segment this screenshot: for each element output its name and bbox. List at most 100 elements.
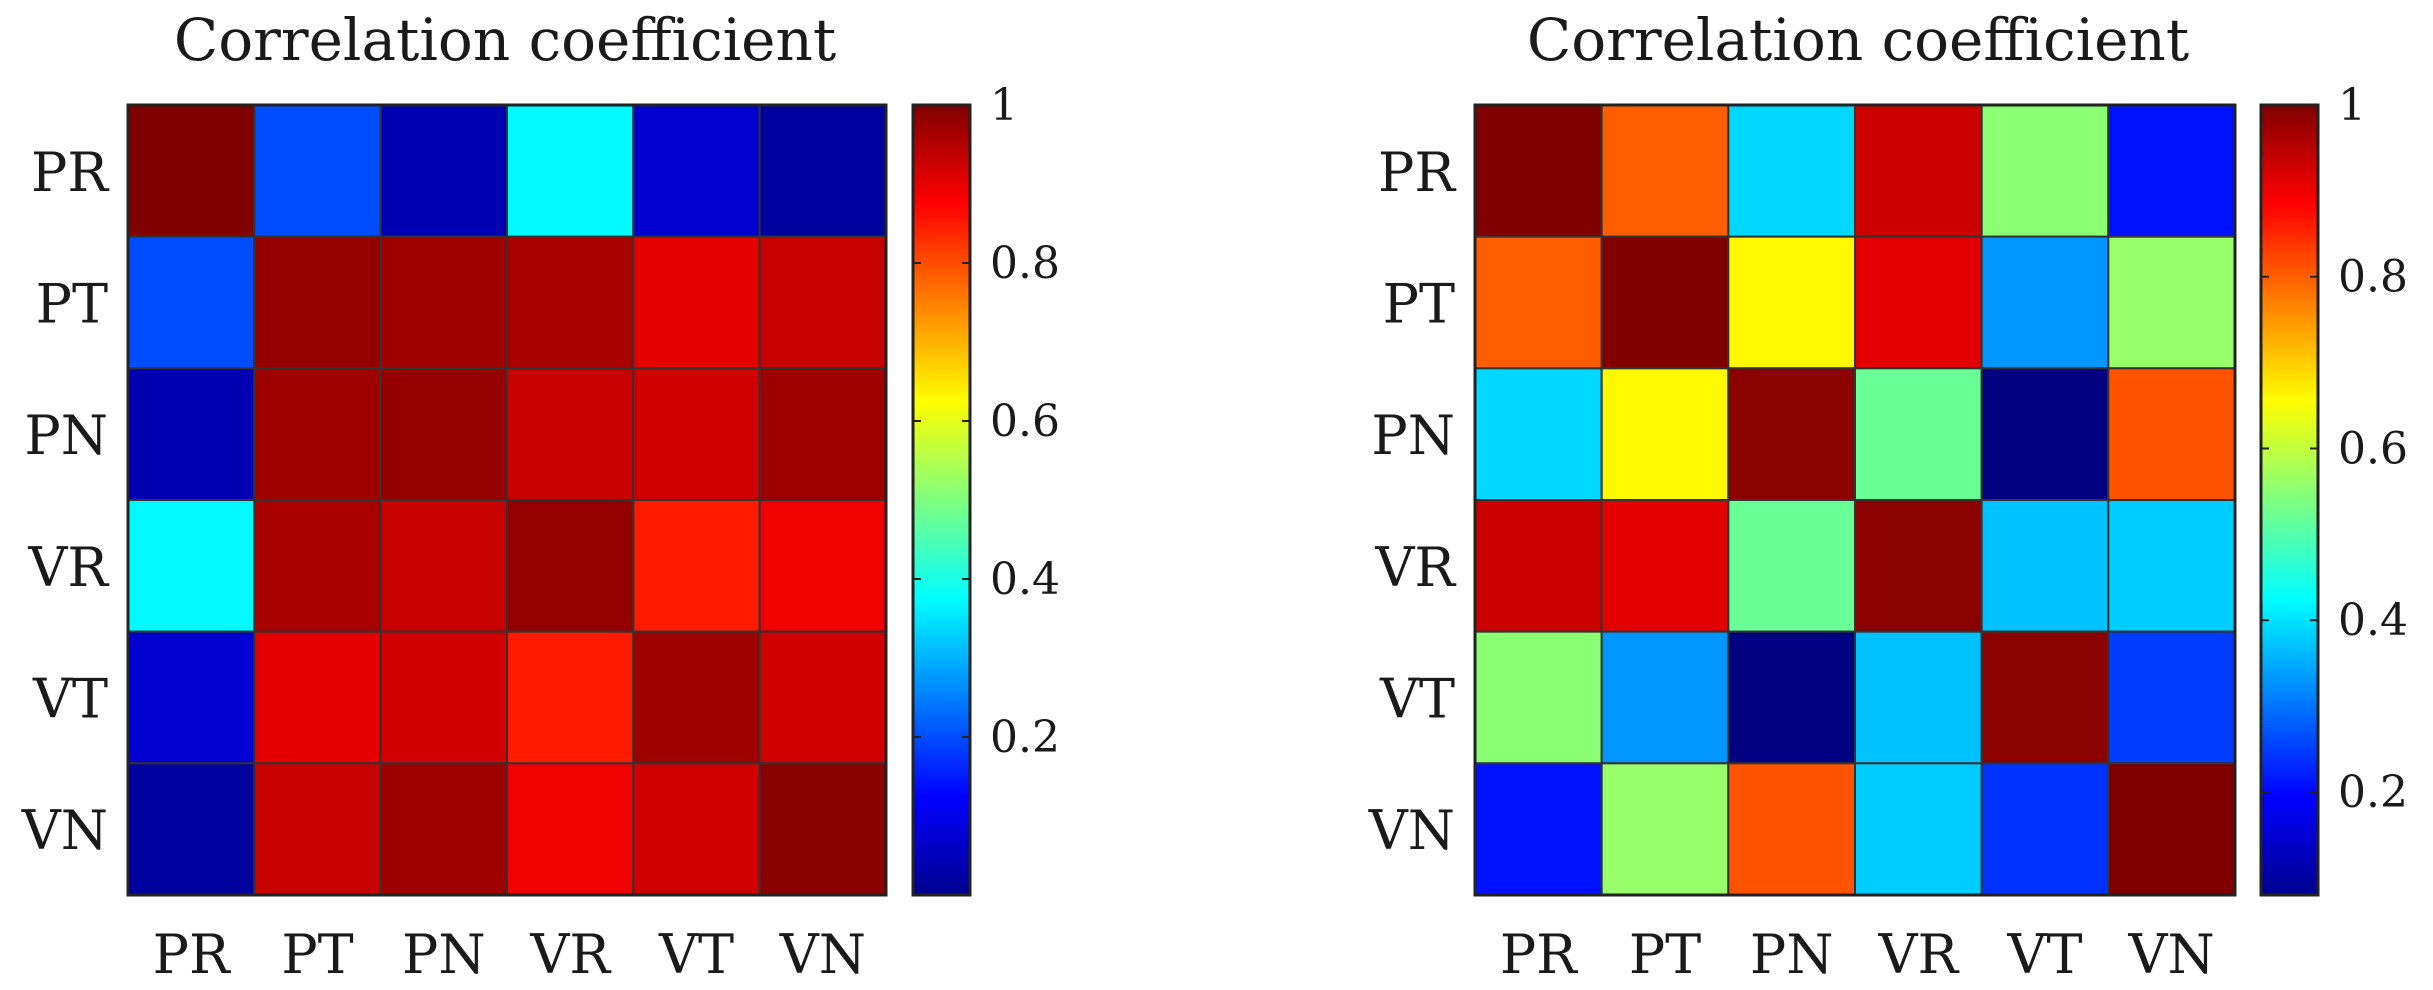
heatmap-cell-pr-vr bbox=[507, 105, 633, 237]
x-tick-label: PT bbox=[1629, 923, 1701, 986]
heatmap-cell-vr-pt bbox=[1602, 500, 1729, 632]
heatmap-cell-pn-pt bbox=[254, 368, 380, 500]
heatmap-cell-vr-pn bbox=[381, 500, 507, 632]
heatmap-cell-vr-pt bbox=[254, 500, 380, 632]
colorbar-tick-label: 0.8 bbox=[990, 238, 1060, 289]
y-tick-label: PN bbox=[24, 404, 108, 467]
heatmap-cell-vt-pt bbox=[1602, 632, 1729, 764]
colorbar: 0.2 0.4 0.6 0.8 1 bbox=[913, 80, 1060, 895]
heatmap-cell-vn-vn bbox=[2108, 763, 2235, 895]
heatmap-cell-pr-vt bbox=[1982, 105, 2109, 237]
x-tick-label: VN bbox=[2128, 923, 2215, 986]
y-axis-tick-labels: PR PT PN VR VT VN bbox=[1368, 141, 1457, 862]
heatmap-cell-pr-pr bbox=[128, 105, 254, 237]
colorbar-gradient bbox=[913, 105, 970, 895]
heatmap-cell-pn-vr bbox=[507, 368, 633, 500]
y-tick-label: VR bbox=[27, 536, 109, 599]
x-tick-label: PT bbox=[281, 923, 353, 986]
heatmap-cell-pn-pt bbox=[1602, 368, 1729, 500]
y-tick-label: PR bbox=[1378, 141, 1456, 204]
heatmap-cell-pn-vn bbox=[760, 368, 886, 500]
heatmap-cell-vr-pr bbox=[1475, 500, 1602, 632]
x-tick-label: VN bbox=[779, 923, 866, 986]
heatmap-cell-vn-vt bbox=[633, 763, 759, 895]
heatmap-cell-vt-vn bbox=[2108, 632, 2235, 764]
x-tick-label: PN bbox=[402, 923, 486, 986]
colorbar-tick-label: 1 bbox=[2338, 80, 2366, 131]
heatmap-cell-pt-pn bbox=[381, 237, 507, 369]
heatmap-cell-vr-vt bbox=[633, 500, 759, 632]
heatmap-cell-pt-pn bbox=[1728, 237, 1855, 369]
heatmap-cell-vt-pn bbox=[381, 632, 507, 764]
heatmap-cell-vn-vr bbox=[507, 763, 633, 895]
heatmap-cell-vn-pn bbox=[381, 763, 507, 895]
heatmap-cell-pt-pr bbox=[1475, 237, 1602, 369]
heatmap-cell-pr-pr bbox=[1475, 105, 1602, 237]
heatmap-cell-vt-vt bbox=[633, 632, 759, 764]
heatmap-cells bbox=[1475, 105, 2235, 895]
heatmap-cell-pt-pt bbox=[1602, 237, 1729, 369]
y-tick-label: PR bbox=[31, 141, 109, 204]
colorbar-gradient bbox=[2261, 105, 2318, 895]
heatmap-cell-pn-pr bbox=[128, 368, 254, 500]
x-tick-label: VT bbox=[2006, 923, 2082, 986]
x-tick-label: PR bbox=[1500, 923, 1578, 986]
y-tick-label: VT bbox=[1379, 668, 1455, 731]
heatmap-cell-vt-vn bbox=[760, 632, 886, 764]
y-tick-label: PT bbox=[1383, 273, 1455, 336]
heatmap-cell-vt-pr bbox=[128, 632, 254, 764]
x-tick-label: VR bbox=[529, 923, 611, 986]
x-tick-label: PR bbox=[153, 923, 231, 986]
chart-title: Correlation coefficient bbox=[174, 6, 836, 74]
heatmap-cell-vt-pn bbox=[1728, 632, 1855, 764]
colorbar-tick-label: 1 bbox=[990, 80, 1018, 131]
heatmap-cell-pt-vr bbox=[507, 237, 633, 369]
colorbar-tick-label: 0.4 bbox=[2338, 595, 2408, 646]
heatmap-cell-vr-vt bbox=[1982, 500, 2109, 632]
heatmap-cell-pn-vr bbox=[1855, 368, 1982, 500]
heatmap-cell-pn-pn bbox=[381, 368, 507, 500]
y-tick-label: PT bbox=[36, 273, 108, 336]
heatmap-cell-vt-vt bbox=[1982, 632, 2109, 764]
y-tick-label: VN bbox=[1368, 799, 1455, 862]
heatmap-cell-vn-vt bbox=[1982, 763, 2109, 895]
x-axis-tick-labels: PR PT PN VR VT VN bbox=[153, 923, 866, 986]
heatmap-cell-vn-pr bbox=[1475, 763, 1602, 895]
heatmap-cell-pt-pt bbox=[254, 237, 380, 369]
heatmap-cell-vn-pr bbox=[128, 763, 254, 895]
colorbar-tick-label: 0.2 bbox=[2338, 767, 2408, 818]
colorbar-tick-label: 0.4 bbox=[990, 554, 1060, 605]
heatmap-cell-vr-pr bbox=[128, 500, 254, 632]
heatmap-cell-pt-vn bbox=[760, 237, 886, 369]
heatmap-cell-vt-vr bbox=[507, 632, 633, 764]
heatmap-cell-vr-vr bbox=[1855, 500, 1982, 632]
heatmap-cell-pn-vt bbox=[633, 368, 759, 500]
figure: Correlation coefficient PRPTPNVRVTVN PR P… bbox=[0, 0, 2433, 990]
heatmap-cell-pt-vt bbox=[633, 237, 759, 369]
colorbar-tick-label: 0.8 bbox=[2338, 252, 2408, 303]
heatmap-cell-vn-pn bbox=[1728, 763, 1855, 895]
x-axis-tick-labels: PR PT PN VR VT VN bbox=[1500, 923, 2215, 986]
heatmap-cell-pn-vn bbox=[2108, 368, 2235, 500]
heatmap-cell-pt-vn bbox=[2108, 237, 2235, 369]
heatmap-cell-pr-pn bbox=[1728, 105, 1855, 237]
heatmap-cell-vr-pn bbox=[1728, 500, 1855, 632]
y-tick-label: VT bbox=[32, 668, 108, 731]
heatmap-cell-vn-vn bbox=[760, 763, 886, 895]
heatmap-cell-vr-vn bbox=[760, 500, 886, 632]
y-tick-label: VR bbox=[1374, 536, 1456, 599]
colorbar-tick-label: 0.6 bbox=[2338, 423, 2408, 474]
heatmap-cell-pt-vt bbox=[1982, 237, 2109, 369]
colorbar-tick-label: 0.2 bbox=[990, 712, 1060, 763]
heatmap-cell-vr-vr bbox=[507, 500, 633, 632]
heatmap-cell-pr-pn bbox=[381, 105, 507, 237]
heatmap-cell-pr-vr bbox=[1855, 105, 1982, 237]
heatmap-cell-vr-vn bbox=[2108, 500, 2235, 632]
heatmap-cell-vt-vr bbox=[1855, 632, 1982, 764]
y-tick-label: VN bbox=[21, 799, 108, 862]
heatmap-cells bbox=[128, 105, 886, 895]
y-axis-tick-labels: PR PT PN VR VT VN bbox=[21, 141, 110, 862]
heatmap-cell-pr-pt bbox=[254, 105, 380, 237]
heatmap-cell-pn-pn bbox=[1728, 368, 1855, 500]
